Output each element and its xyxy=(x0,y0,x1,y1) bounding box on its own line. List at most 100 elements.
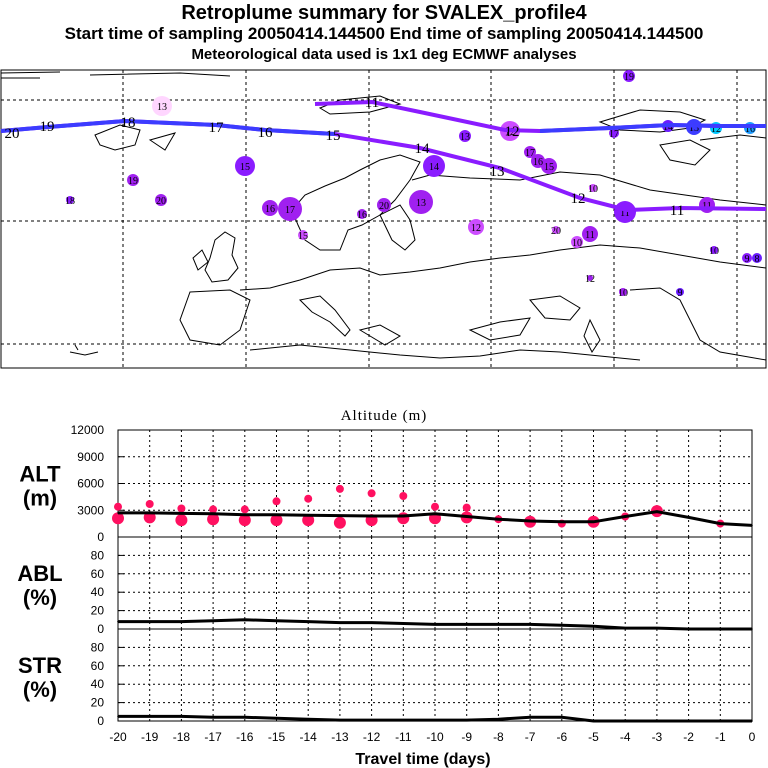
abl-data-point xyxy=(465,623,468,626)
x-tick-label: -8 xyxy=(493,730,504,744)
x-tick-label: -13 xyxy=(331,730,349,744)
abl-data-point xyxy=(275,619,278,622)
plume-cluster-label: 10 xyxy=(572,238,582,249)
altitude-cluster-point xyxy=(177,504,186,513)
str-data-point xyxy=(751,720,753,722)
x-tick-label: -18 xyxy=(173,730,191,744)
altitude-cluster-point xyxy=(272,497,281,506)
x-axis-label: Travel time (days) xyxy=(355,751,490,768)
x-tick-label: -2 xyxy=(683,730,694,744)
y-tick-label: 40 xyxy=(91,677,105,691)
abl-data-point xyxy=(402,622,405,625)
str-data-point xyxy=(212,716,214,719)
plume-cluster-label: 19 xyxy=(624,72,634,83)
y-axis-unit: (%) xyxy=(23,677,57,702)
abl-data-point xyxy=(339,621,341,624)
track-day-label: 18 xyxy=(121,115,136,131)
plume-cluster-dot xyxy=(710,246,718,254)
str-data-point xyxy=(624,720,626,722)
y-axis-unit: (%) xyxy=(23,585,57,610)
plume-cluster-label: 13 xyxy=(689,123,699,134)
plume-cluster-dot xyxy=(409,190,433,214)
y-tick-label: 60 xyxy=(91,659,105,673)
plume-cluster-label: 16 xyxy=(533,157,543,168)
alt-data-point xyxy=(529,520,531,522)
track-day-label: 11 xyxy=(365,95,379,111)
plume-cluster-label: 16 xyxy=(745,124,755,135)
plume-cluster-dot xyxy=(66,196,74,204)
track-day-label: 12 xyxy=(571,191,586,207)
plume-cluster-dot xyxy=(531,154,545,168)
alt-data-point xyxy=(275,513,278,516)
alt-data-point xyxy=(370,515,373,517)
plume-cluster-label: 11 xyxy=(620,208,630,219)
abl-data-point xyxy=(117,620,119,623)
track-day-label: 15 xyxy=(326,128,341,144)
abl-data-point xyxy=(180,620,183,623)
y-tick-label: 40 xyxy=(91,585,105,599)
plume-cluster-dot xyxy=(235,156,255,176)
x-tick-label: -6 xyxy=(556,730,567,744)
y-axis-label: STR xyxy=(18,653,62,678)
alt-data-point xyxy=(117,512,119,514)
alt-data-point xyxy=(561,521,563,523)
map-graticule xyxy=(1,70,766,368)
alt-data-point xyxy=(592,521,595,523)
altitude-cluster-point xyxy=(399,492,408,500)
plume-cluster-label: 9 xyxy=(678,288,683,299)
x-tick-label: -9 xyxy=(461,730,472,744)
plume-cluster-dot xyxy=(468,219,484,235)
plume-cluster-label: 13 xyxy=(460,132,470,143)
str-data-point xyxy=(180,715,183,718)
plume-cluster-dot xyxy=(623,70,635,82)
track-day-label: 17 xyxy=(209,120,225,136)
str-data-point xyxy=(307,718,310,720)
plume-cluster-label: 12 xyxy=(471,223,481,234)
abl-data-point xyxy=(307,620,310,623)
plume-cluster-label: 14 xyxy=(663,122,673,133)
plume-cluster-label: 18 xyxy=(65,196,75,207)
x-tick-label: -16 xyxy=(236,730,254,744)
x-tick-label: -20 xyxy=(109,730,127,744)
plume-cluster-label: 15 xyxy=(298,231,308,242)
plume-cluster-dot xyxy=(423,155,445,177)
altitude-cluster-point xyxy=(175,514,188,527)
altitude-cluster-point xyxy=(209,505,218,514)
alt-data-point xyxy=(212,513,214,515)
y-tick-label: 0 xyxy=(97,622,104,636)
alt-data-point xyxy=(751,524,753,527)
abl-data-point xyxy=(561,624,563,627)
plume-cluster-dot xyxy=(127,174,139,186)
y-tick-label: 0 xyxy=(97,530,104,544)
str-data-point xyxy=(592,720,595,722)
panel-abl: 80 60 40 20 0 ABL(%) xyxy=(17,536,753,636)
x-tick-label: -3 xyxy=(652,730,663,744)
plume-cluster-label: 10 xyxy=(618,288,628,299)
plume-cluster-dot xyxy=(742,253,752,263)
y-tick-label: 60 xyxy=(91,567,105,581)
y-tick-label: 9000 xyxy=(77,450,104,464)
str-data-point xyxy=(434,719,436,721)
alt-data-point xyxy=(465,515,468,518)
str-data-point xyxy=(465,719,468,721)
altitude-cluster-point xyxy=(207,513,220,526)
abl-data-point xyxy=(497,623,500,626)
plume-cluster-label: 8 xyxy=(755,254,760,265)
plume-cluster-dot xyxy=(582,226,598,242)
plume-cluster-dot xyxy=(357,209,367,219)
sampling-times: Start time of sampling 20050414.144500 E… xyxy=(64,24,704,43)
plume-cluster-label: 13 xyxy=(157,102,167,113)
altitude-cluster-point xyxy=(145,500,154,508)
str-data-point xyxy=(719,720,722,722)
altitude-cluster-point xyxy=(431,502,439,511)
x-tick-label: -1 xyxy=(715,730,726,744)
x-tick-label: -4 xyxy=(620,730,631,744)
altitude-cluster-point xyxy=(238,514,251,527)
altitude-cluster-point xyxy=(333,516,346,529)
y-tick-label: 80 xyxy=(91,640,105,654)
y-axis-label: ABL xyxy=(17,561,62,586)
plume-cluster-label: 12 xyxy=(585,274,595,285)
